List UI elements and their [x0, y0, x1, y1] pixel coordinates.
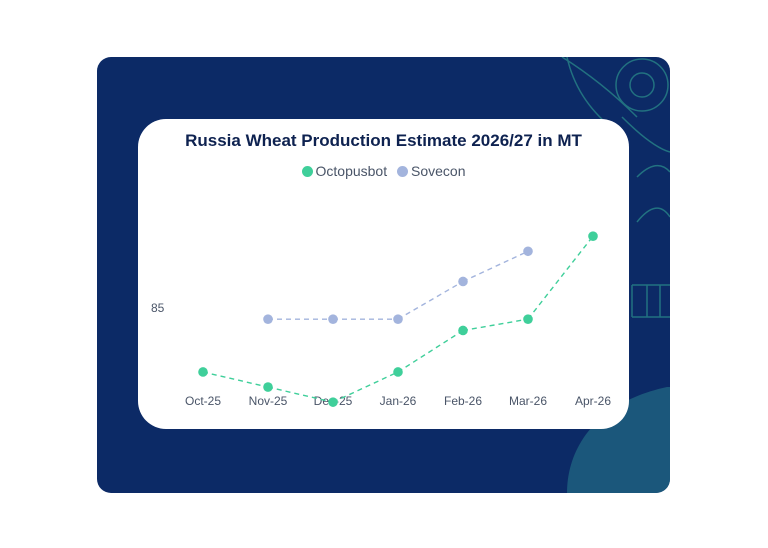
- series-line-octopusbot: [397, 329, 464, 373]
- series-line-sovecon: [462, 250, 529, 283]
- x-tick-label: Feb-26: [444, 394, 482, 408]
- legend-item-sovecon[interactable]: Sovecon: [397, 163, 465, 179]
- data-point-octopusbot[interactable]: [458, 325, 468, 336]
- background-decoration: [561, 57, 670, 493]
- data-point-sovecon[interactable]: [458, 276, 468, 287]
- legend-label-octopusbot: Octopusbot: [315, 163, 388, 179]
- x-tick-label: Apr-26: [575, 394, 611, 408]
- chart-title: Russia Wheat Production Estimate 2026/27…: [185, 131, 582, 150]
- x-tick-label: Oct-25: [185, 394, 221, 408]
- plot-area: 85Oct-25Nov-25Dec-25Jan-26Feb-26Mar-26Ap…: [151, 231, 611, 408]
- series-line-octopusbot: [202, 371, 269, 388]
- data-point-octopusbot[interactable]: [588, 231, 598, 241]
- data-point-sovecon[interactable]: [328, 314, 338, 324]
- legend-label-sovecon: Sovecon: [411, 163, 466, 179]
- x-tick-label: Nov-25: [249, 394, 288, 408]
- legend-marker-sovecon: [397, 165, 408, 177]
- data-point-octopusbot[interactable]: [523, 314, 533, 324]
- series-line-sovecon: [397, 280, 464, 320]
- chart-card: Russia Wheat Production Estimate 2026/27…: [138, 119, 629, 429]
- data-point-octopusbot[interactable]: [393, 367, 403, 377]
- series-line-octopusbot: [332, 371, 399, 403]
- data-point-sovecon[interactable]: [393, 314, 403, 324]
- data-point-octopusbot[interactable]: [263, 382, 273, 392]
- series-line-octopusbot: [462, 318, 529, 332]
- data-point-sovecon[interactable]: [263, 314, 273, 324]
- x-tick-label: Jan-26: [380, 394, 417, 408]
- legend-marker-octopusbot: [301, 165, 313, 177]
- data-point-sovecon[interactable]: [523, 246, 533, 257]
- chart-legend: Octopusbot Sovecon: [138, 163, 629, 180]
- data-point-octopusbot[interactable]: [198, 367, 208, 377]
- y-tick-label: 85: [151, 301, 165, 315]
- data-point-octopusbot[interactable]: [328, 397, 338, 407]
- x-tick-label: Mar-26: [509, 394, 547, 408]
- series-line-octopusbot: [527, 235, 594, 320]
- legend-item-octopusbot[interactable]: Octopusbot: [301, 163, 388, 179]
- series-line-octopusbot: [267, 386, 334, 403]
